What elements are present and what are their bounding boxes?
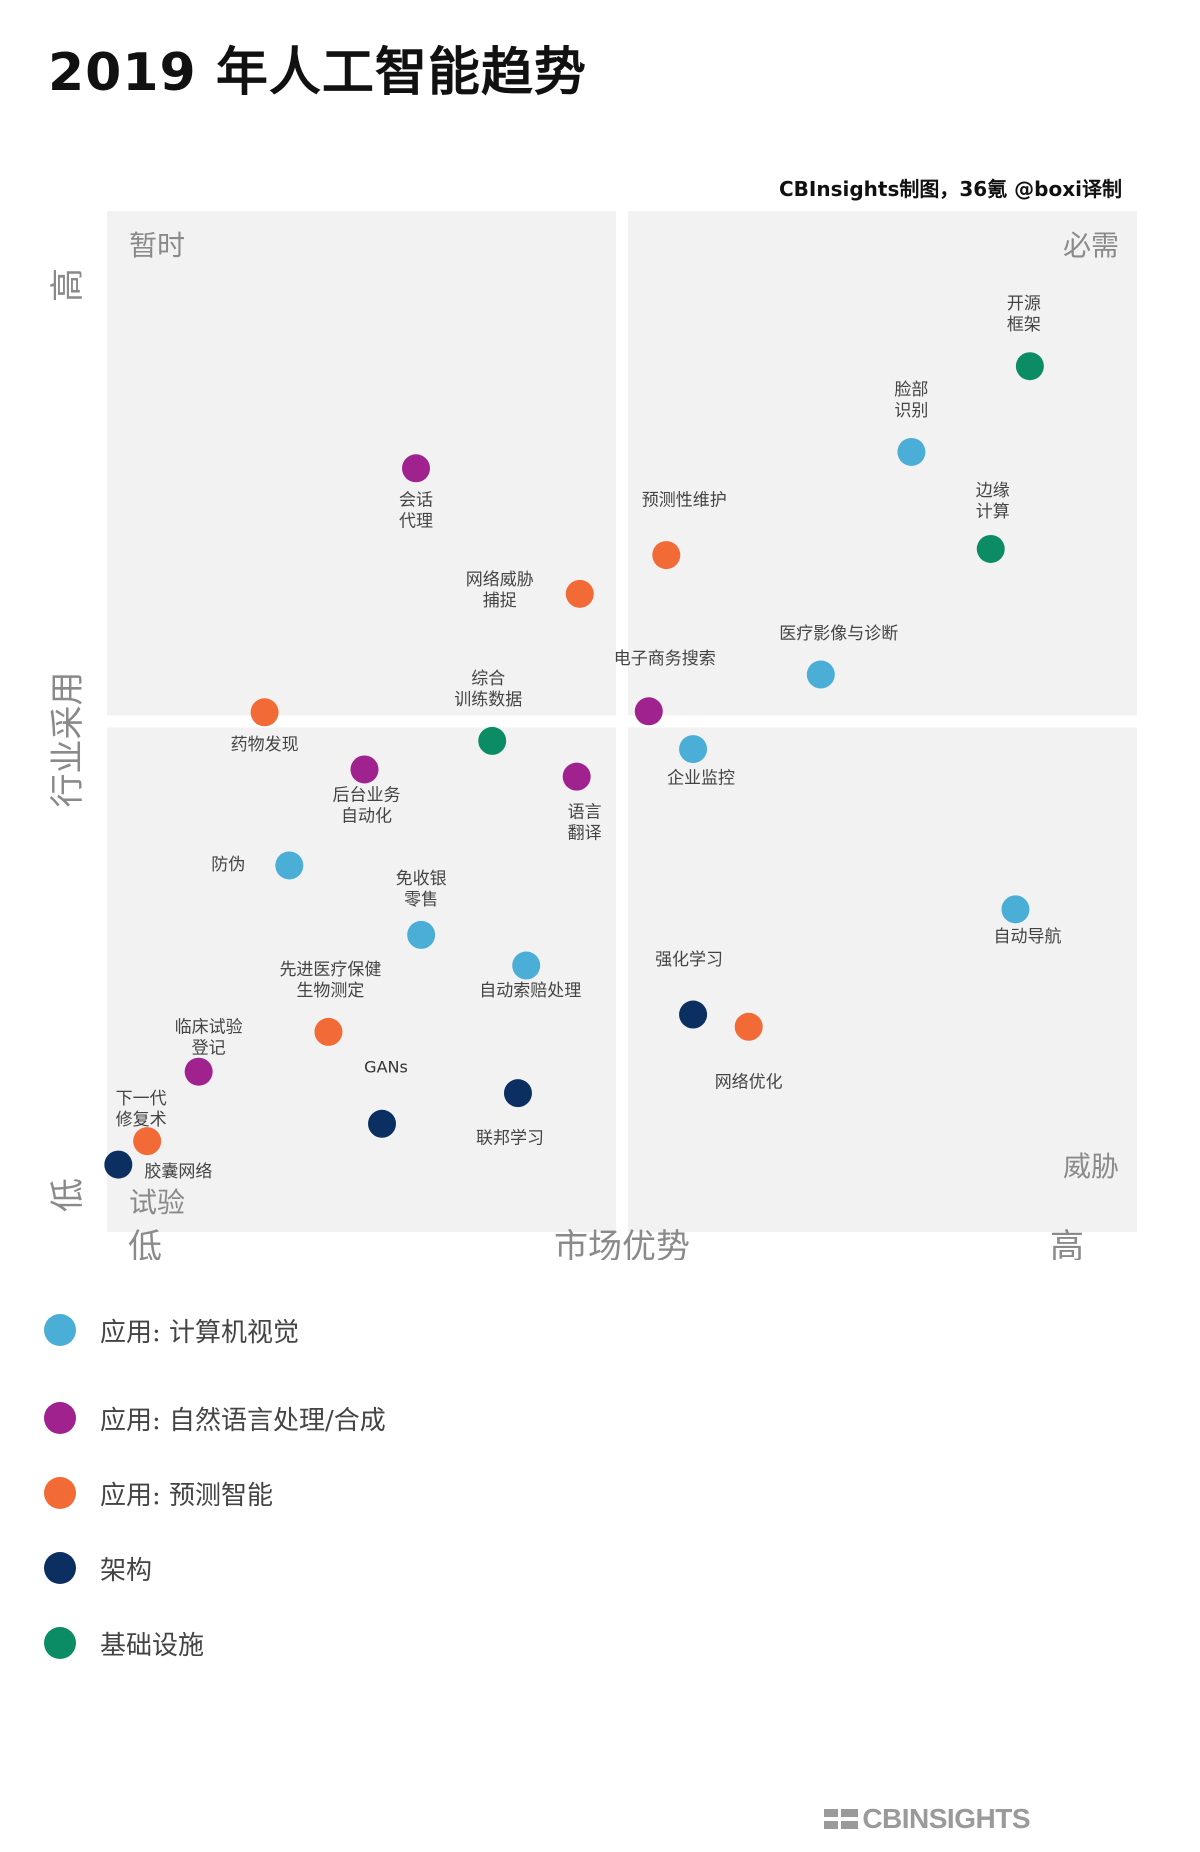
data-point-label: 企业监控 xyxy=(667,769,735,789)
data-point xyxy=(565,579,594,608)
data-point xyxy=(679,1000,708,1029)
legend-label: 架构 xyxy=(100,1555,153,1586)
quadrant-label-top-right: 必需 xyxy=(1063,229,1119,262)
data-point-label: 下一代修复术 xyxy=(116,1089,167,1130)
quadrant-top-right xyxy=(628,211,1137,716)
legend-label: 应用: 计算机视觉 xyxy=(100,1317,300,1348)
data-point xyxy=(734,1012,763,1041)
quadrant-bottom-left xyxy=(107,727,616,1232)
data-point xyxy=(634,697,663,726)
quadrant-bottom-right xyxy=(628,727,1137,1232)
data-point-label: 联邦学习 xyxy=(476,1129,544,1149)
legend-item-infrastructure: 基础设施 xyxy=(44,1613,386,1673)
data-point xyxy=(407,920,436,949)
data-point-label: 边缘计算 xyxy=(976,480,1010,521)
data-point-label: 自动导航 xyxy=(993,927,1061,947)
cbinsights-logo-mark xyxy=(824,1809,859,1829)
data-point xyxy=(478,726,507,755)
data-point xyxy=(350,755,379,784)
data-point xyxy=(1001,895,1030,924)
data-point xyxy=(652,541,681,570)
quadrant-backgrounds xyxy=(107,211,1137,1232)
data-point-label: 语言翻译 xyxy=(568,802,602,843)
y-axis-title: 行业采用 xyxy=(48,672,88,808)
data-point xyxy=(897,437,926,466)
data-point-label: 综合训练数据 xyxy=(454,668,522,709)
data-point-label: GANs xyxy=(364,1057,408,1076)
quadrant-label-bottom-right: 威胁 xyxy=(1063,1150,1119,1183)
x-axis-low-label: 低 xyxy=(128,1227,162,1260)
data-point-label: 强化学习 xyxy=(655,950,723,970)
data-point-label: 免收银零售 xyxy=(396,868,447,909)
data-point-label: 临床试验登记 xyxy=(175,1017,243,1058)
chart-credit: CBInsights制图，36氪 @boxi译制 xyxy=(779,177,1122,201)
legend-label: 基础设施 xyxy=(100,1630,205,1661)
data-point xyxy=(402,454,430,483)
quadrant-label-top-left: 暂时 xyxy=(129,229,185,262)
y-axis-low-label: 低 xyxy=(48,1178,88,1212)
legend-dot-icon xyxy=(44,1402,76,1434)
cbinsights-logo: CBINSIGHTS xyxy=(824,1803,1030,1835)
legend-dot-icon xyxy=(44,1552,76,1584)
legend-item-cv: 应用: 计算机视觉 xyxy=(44,1300,386,1360)
data-point-label: 会话代理 xyxy=(399,490,433,531)
legend-item-nlp: 应用: 自然语言处理/合成 xyxy=(44,1388,386,1448)
data-point xyxy=(133,1127,162,1156)
data-point-label: 医疗影像与诊断 xyxy=(779,624,898,644)
data-point xyxy=(562,762,591,791)
data-point xyxy=(806,660,835,689)
data-point xyxy=(503,1079,532,1108)
data-point-label: 预测性维护 xyxy=(642,491,727,511)
legend-dot-icon xyxy=(44,1627,76,1659)
data-point-label: 先进医疗保健生物测定 xyxy=(279,959,381,1000)
x-axis-high-label: 高 xyxy=(1050,1227,1084,1260)
data-point-label: 防伪 xyxy=(211,855,245,875)
data-point-label: 脸部识别 xyxy=(894,379,928,420)
data-point xyxy=(250,698,279,727)
legend-label: 应用: 预测智能 xyxy=(100,1480,274,1511)
data-point-label: 开源框架 xyxy=(1007,294,1041,335)
data-point xyxy=(314,1017,343,1046)
data-point xyxy=(368,1109,397,1138)
legend-item-predictive: 应用: 预测智能 xyxy=(44,1463,386,1523)
data-point-label: 电子商务搜索 xyxy=(614,649,716,669)
quadrant-top-left xyxy=(107,211,616,716)
legend-dot-icon xyxy=(44,1314,76,1346)
data-point xyxy=(184,1057,213,1086)
legend-item-architecture: 架构 xyxy=(44,1538,386,1598)
data-point-label: 网络优化 xyxy=(715,1072,783,1092)
legend: 应用: 计算机视觉应用: 自然语言处理/合成 应用: 预测智能 架构基础设施 xyxy=(44,1300,386,1688)
data-point-label: 胶囊网络 xyxy=(144,1162,212,1182)
data-point xyxy=(512,951,541,980)
legend-dot-icon xyxy=(44,1477,76,1509)
page-title: 2019 年人工智能趋势 xyxy=(48,43,587,103)
data-point xyxy=(1015,352,1044,381)
data-point xyxy=(275,851,304,880)
data-point xyxy=(679,735,708,764)
data-point-label: 网络威胁捕捉 xyxy=(466,569,534,610)
cbinsights-logo-text: CBINSIGHTS xyxy=(862,1803,1030,1834)
x-axis-title: 市场优势 xyxy=(554,1227,690,1260)
data-point-label: 后台业务自动化 xyxy=(333,785,401,826)
y-axis-high-label: 高 xyxy=(48,268,88,302)
data-point xyxy=(976,534,1005,563)
quadrant-label-bottom-left: 试验 xyxy=(129,1186,185,1219)
data-point-label: 自动索赔处理 xyxy=(479,981,581,1001)
data-point xyxy=(104,1150,133,1179)
data-point-label: 药物发现 xyxy=(231,735,299,755)
legend-label: 应用: 自然语言处理/合成 xyxy=(100,1405,386,1436)
